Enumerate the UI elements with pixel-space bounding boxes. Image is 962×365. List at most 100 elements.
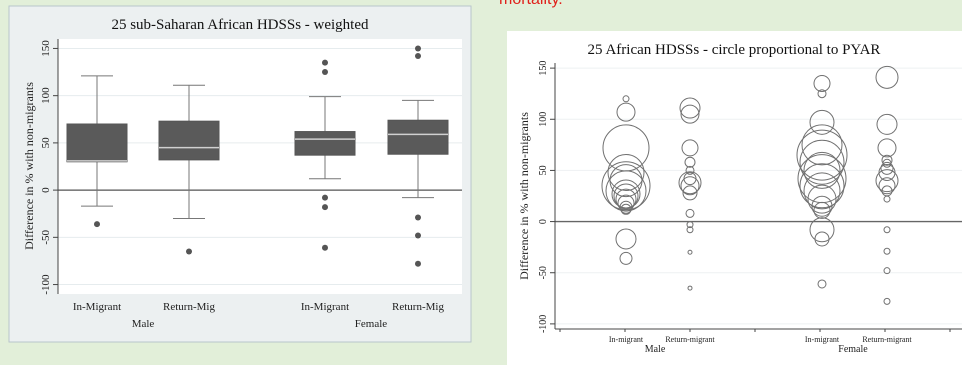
bubble-point [616,102,636,122]
bubble-category-label: In-migrant [609,335,644,344]
slide-header-fragment: mortality. [499,0,563,9]
boxplot-y-tick-label: -100 [40,274,52,295]
boxplot-title: 25 sub-Saharan African HDSSs - weighted [111,17,369,33]
bubble-y-tick-label: -100 [538,315,549,333]
bubble-point [679,97,701,119]
bubble-point [796,129,848,181]
boxplot-y-tick-label: 0 [40,187,52,193]
bubble-series-3 [875,65,899,305]
boxplot-group-label: Male [132,318,155,330]
bubble-point [680,104,700,124]
bubble-point [687,285,693,291]
boxplot-plot-area [58,39,462,294]
box-outlier [415,260,421,267]
bubble-y-tick-label: 100 [538,112,549,127]
bubble-point [811,195,833,217]
box-outlier [415,45,421,52]
bubble-point [883,297,891,305]
bubble-point [682,185,698,201]
bubble-point [678,171,702,195]
bubble-y-axis: -100 -50 0 50 100 150 [538,61,962,333]
box-body [66,123,128,163]
boxplot-y-tick-label: -50 [40,230,52,245]
bubble-series-1 [678,97,702,291]
box-outlier [322,194,328,201]
boxplot-y-tick-label: 100 [40,87,52,104]
box-3 [387,45,449,267]
bubble-point [807,184,837,214]
bubble-point [813,74,831,92]
boxplot-boxes [66,45,449,267]
bubble-group-label: Male [645,344,666,355]
bubble-point [609,164,643,198]
boxplot-category-label: In-Migrant [73,301,121,313]
bubble-chart: 25 African HDSSs - circle proportional t… [507,31,962,365]
box-outlier [322,69,328,76]
bubble-point [620,203,632,215]
bubble-point [685,208,695,218]
box-1 [158,84,220,255]
box-body [387,119,449,155]
bubble-point [875,65,899,89]
bubble-y-tick-label: 0 [538,219,549,224]
bubble-point [617,194,635,212]
bubble-points [601,65,899,305]
bubble-point [801,124,843,166]
bubble-point [607,153,645,191]
box-outlier [322,204,328,211]
box-outlier [415,232,421,239]
boxplot-y-axis-label: Difference in % with non-migrants [22,82,36,250]
boxplot-category-label: Return-Mig [163,301,215,313]
bubble-point [809,109,835,135]
box-outlier [322,244,328,251]
boxplot-x-labels: In-Migrant Return-Mig In-Migrant Return-Mig… [73,301,445,330]
bubble-point [619,200,633,214]
bubble-point [622,95,630,103]
bubble-chart-background [507,31,962,365]
bubble-point [684,156,696,168]
boxplot-category-label: Return-Mig [392,301,444,313]
bubble-group-label: Female [838,344,868,355]
box-outlier [415,53,421,59]
bubble-point [883,267,891,275]
bubble-point [680,176,700,196]
bubble-point [803,172,841,210]
bubble-point [878,177,896,195]
boxplot-y-tick-label: 150 [40,40,52,57]
bubble-point [883,247,891,255]
bubble-point [809,217,835,243]
bubble-point [615,228,637,250]
bubble-point [601,161,651,211]
bubble-y-tick-label: 50 [538,165,549,175]
box-2 [294,59,356,251]
bubble-point [880,161,894,175]
bubble-gridlines [555,67,962,325]
bubble-point [877,138,897,158]
bubble-y-tick-label: 150 [538,61,549,76]
bubble-point [883,226,891,234]
bubble-point [817,89,827,99]
bubble-point [813,201,831,219]
bubble-point [686,221,694,229]
box-body [158,120,220,161]
bubble-y-tick-label: -50 [538,266,549,279]
bubble-point [799,163,845,209]
box-outlier [415,214,421,221]
bubble-point [685,165,695,175]
bubble-point [814,231,830,247]
bubble-point [613,183,639,209]
box-0 [66,75,128,228]
box-outlier [94,221,100,228]
bubble-point [883,195,891,203]
bubble-point [615,188,637,210]
bubble-point [681,139,699,157]
bubble-point [881,154,893,166]
box-outlier [322,59,328,66]
box-outlier [186,248,192,255]
bubble-title: 25 African HDSSs - circle proportional t… [588,42,881,58]
bubble-point [875,169,899,193]
bubble-point [687,249,693,255]
boxplot-chart: 25 sub-Saharan African HDSSs - weighted … [8,5,472,343]
bubble-y-axis-label: Difference in % with non-migrants [517,112,531,280]
